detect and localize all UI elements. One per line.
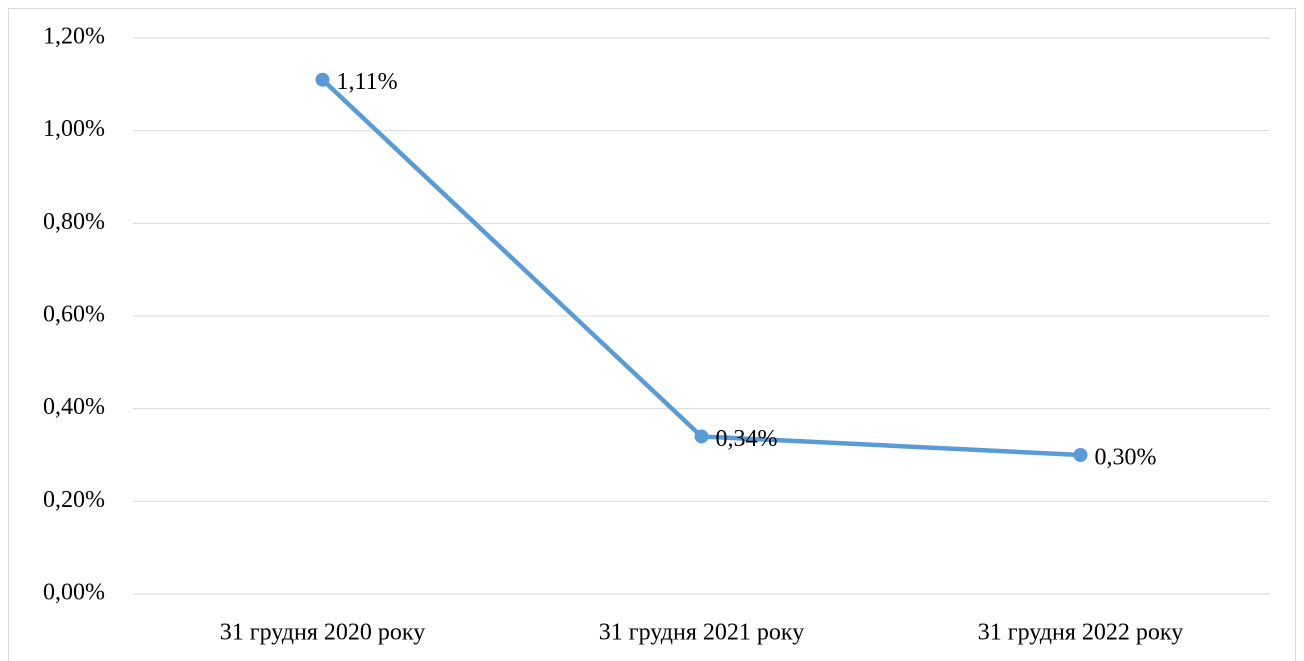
marker [315,72,330,87]
y-tick-label: 0,20% [43,487,105,513]
marker [694,429,709,444]
x-tick-label: 31 грудня 2021 року [599,620,804,646]
chart-frame [8,8,1296,661]
data-label: 0,34% [716,426,778,452]
x-tick-label: 31 грудня 2022 року [978,620,1183,646]
y-tick-label: 1,20% [43,24,105,50]
y-tick-label: 1,00% [43,116,105,142]
y-tick-label: 0,00% [43,580,105,606]
y-tick-label: 0,60% [43,302,105,328]
marker [1073,448,1088,462]
data-label: 1,11% [337,69,398,95]
y-tick-label: 0,40% [43,394,105,420]
y-tick-label: 0,80% [43,209,105,235]
x-tick-label: 31 грудня 2020 року [220,620,425,646]
data-label: 0,30% [1095,445,1157,471]
